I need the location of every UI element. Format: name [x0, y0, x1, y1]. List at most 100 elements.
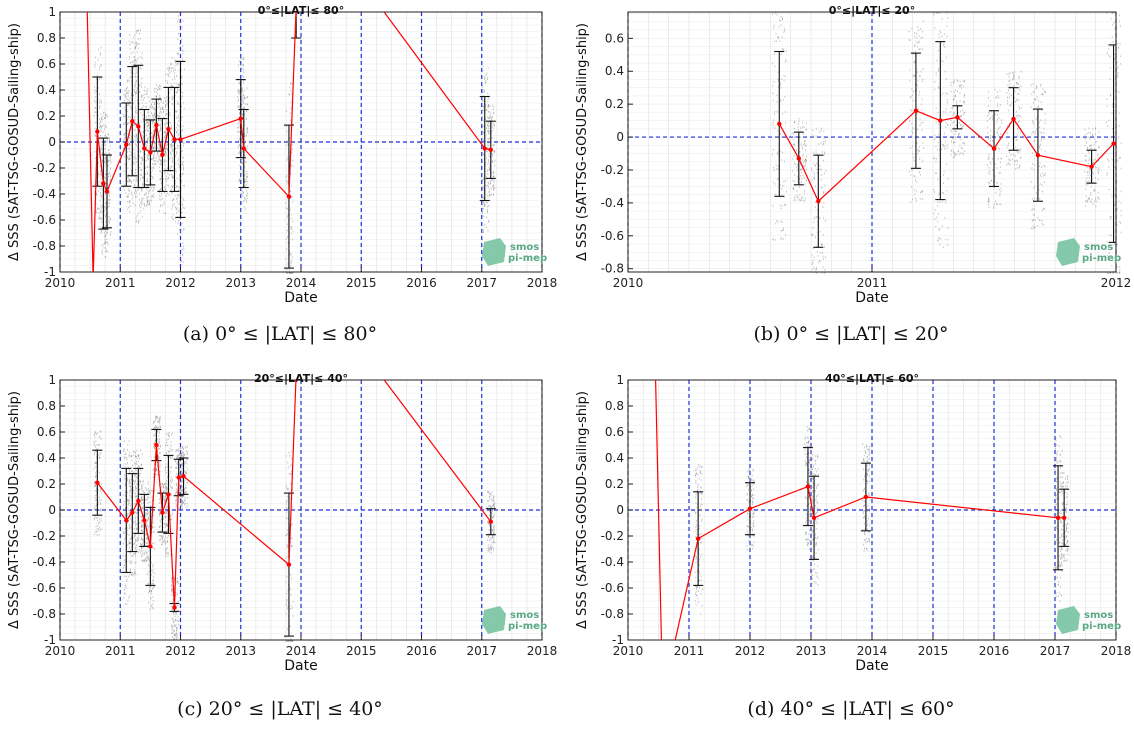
scatter-point: [143, 207, 145, 210]
chart-svg-c: 2010 2011 2012 2013 2014 2015 2016 2017 2018-1-0…: [7, 372, 557, 674]
scatter-point: [1041, 166, 1042, 168]
scatter-point: [825, 140, 826, 143]
scatter-point: [99, 148, 101, 151]
scatter-point: [1118, 200, 1120, 203]
scatter-point: [1109, 216, 1111, 218]
scatter-point: [157, 140, 159, 143]
scatter-point: [148, 114, 150, 117]
scatter-point: [158, 210, 160, 212]
scatter-point: [1016, 128, 1018, 130]
scatter-point: [241, 95, 243, 97]
scatter-point: [106, 241, 108, 243]
scatter-point: [171, 216, 173, 218]
scatter-point: [136, 137, 138, 140]
scatter-point: [143, 89, 145, 92]
scatter-point: [129, 122, 131, 124]
scatter-point: [999, 166, 1001, 168]
scatter-point: [93, 518, 95, 521]
scatter-point: [484, 82, 486, 84]
scatter-point: [1096, 166, 1098, 169]
scatter-point: [95, 494, 96, 497]
scatter-point: [138, 188, 139, 190]
scatter-point: [1093, 189, 1095, 192]
scatter-point: [1041, 138, 1043, 140]
scatter-point: [239, 124, 241, 127]
scatter-point: [151, 132, 153, 134]
scatter-point: [1116, 42, 1118, 45]
scatter-point: [105, 215, 106, 218]
scatter-point: [793, 154, 795, 157]
scatter-point: [988, 104, 989, 107]
scatter-point: [482, 85, 484, 88]
scatter-point: [290, 106, 292, 109]
scatter-point: [997, 134, 999, 136]
scatter-point: [105, 202, 106, 205]
scatter-point: [946, 93, 948, 95]
scatter-point: [153, 526, 155, 528]
scatter-point: [798, 128, 800, 131]
scatter-point: [103, 144, 105, 146]
scatter-point: [489, 181, 491, 184]
scatter-point: [491, 115, 493, 118]
scatter-point: [158, 119, 160, 122]
scatter-point: [997, 95, 999, 97]
scatter-point: [170, 122, 172, 124]
scatter-point: [98, 454, 100, 457]
scatter-point: [175, 116, 177, 119]
scatter-point: [153, 514, 155, 517]
scatter-point: [793, 121, 795, 124]
scatter-point: [1111, 264, 1113, 267]
scatter-point: [181, 135, 183, 137]
scatter-point: [1119, 42, 1121, 45]
scatter-point: [290, 150, 292, 153]
scatter-point: [238, 90, 240, 92]
scatter-point: [780, 230, 782, 232]
scatter-point: [909, 68, 911, 71]
scatter-point: [130, 69, 132, 71]
scatter-point: [136, 512, 138, 514]
scatter-point: [105, 144, 107, 146]
scatter-point: [149, 501, 151, 504]
scatter-point: [290, 197, 292, 200]
scatter-point: [174, 60, 176, 62]
scatter-point: [1116, 266, 1118, 268]
scatter-point: [239, 93, 241, 95]
scatter-point: [804, 162, 806, 165]
scatter-point: [128, 542, 130, 545]
scatter-point: [991, 179, 992, 182]
scatter-point: [1091, 162, 1093, 165]
scatter-point: [179, 230, 181, 233]
scatter-point: [289, 252, 291, 255]
scatter-point: [485, 104, 487, 106]
scatter-point: [1111, 36, 1113, 38]
scatter-point: [141, 135, 143, 137]
data-point: [488, 147, 493, 152]
scatter-point: [911, 27, 913, 30]
scatter-point: [243, 100, 244, 102]
scatter-point: [487, 173, 489, 176]
scatter-point: [1090, 131, 1092, 134]
scatter-point: [964, 150, 966, 153]
scatter-point: [156, 134, 158, 137]
scatter-point: [1014, 71, 1016, 73]
scatter-point: [145, 557, 147, 559]
scatter-point: [163, 111, 164, 114]
scatter-point: [1113, 243, 1115, 246]
scatter-point: [917, 42, 919, 44]
scatter-point: [168, 158, 170, 161]
scatter-point: [168, 519, 170, 521]
scatter-point: [127, 513, 129, 515]
scatter-point: [791, 132, 793, 135]
scatter-point: [103, 128, 105, 131]
data-point: [166, 126, 171, 132]
scatter-point: [143, 545, 145, 547]
scatter-point: [1014, 90, 1016, 93]
scatter-point: [160, 199, 162, 201]
scatter-point: [919, 124, 921, 126]
scatter-point: [1000, 203, 1002, 206]
scatter-point: [167, 432, 169, 434]
scatter-point: [917, 112, 918, 114]
scatter-point: [123, 566, 124, 569]
scatter-point: [239, 130, 241, 133]
scatter-point: [821, 243, 823, 246]
